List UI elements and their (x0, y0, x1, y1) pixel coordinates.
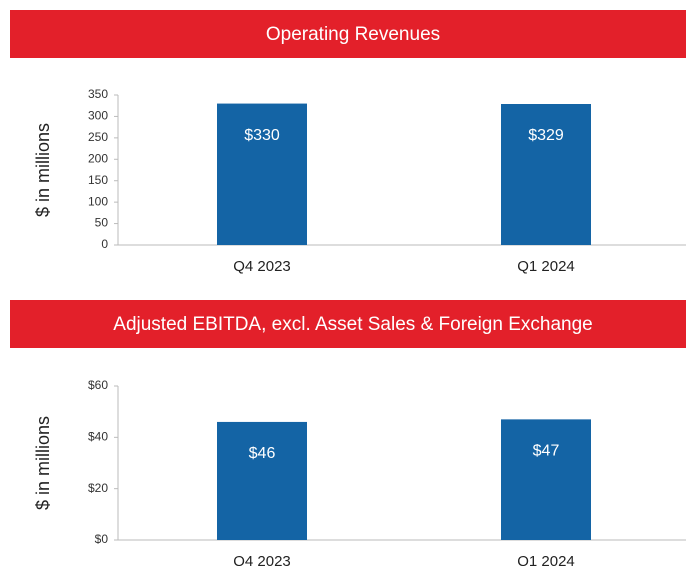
y-axis-label: $ in millions (33, 123, 53, 217)
y-tick-label: $60 (88, 378, 108, 392)
y-tick-label: 150 (88, 173, 108, 187)
header-banner (10, 300, 686, 348)
y-tick-label: 350 (88, 87, 108, 101)
y-tick-label: 100 (88, 194, 108, 208)
bar (501, 419, 591, 540)
y-tick-label: $40 (88, 430, 108, 444)
x-tick-label: Q1 2024 (517, 553, 575, 566)
y-tick-label: 250 (88, 130, 108, 144)
y-tick-label: 300 (88, 109, 108, 123)
y-tick-label: 50 (95, 216, 109, 230)
chart-title: Adjusted EBITDA, excl. Asset Sales & For… (113, 314, 592, 335)
x-tick-label: Q4 2023 (233, 553, 291, 566)
x-tick-label: Q4 2023 (233, 258, 291, 275)
y-tick-label: $0 (95, 532, 109, 546)
y-tick-label: 0 (101, 237, 108, 251)
y-tick-label: 200 (88, 151, 108, 165)
chart-title: Operating Revenues (266, 24, 440, 45)
bar (501, 104, 591, 245)
data-label: $47 (533, 443, 560, 460)
header-banner (10, 10, 686, 58)
data-label: $46 (249, 445, 276, 462)
y-tick-label: $20 (88, 481, 108, 495)
bar (217, 421, 307, 540)
data-label: $330 (244, 127, 280, 144)
x-tick-label: Q1 2024 (517, 258, 575, 275)
data-label: $329 (528, 127, 564, 144)
y-axis-label: $ in millions (33, 416, 53, 510)
bar (217, 103, 307, 245)
